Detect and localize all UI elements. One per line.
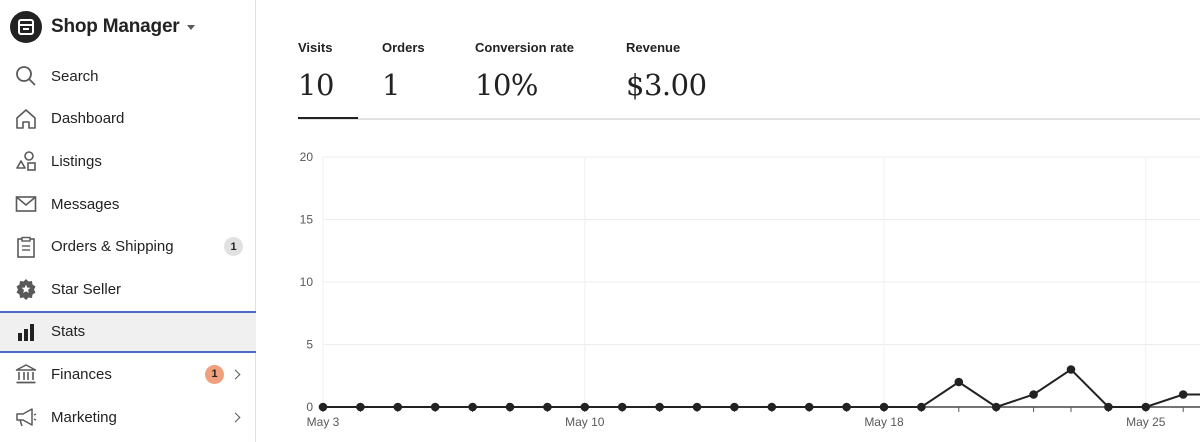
sidebar-item-label: Marketing [51,408,117,426]
data-point[interactable] [430,402,440,412]
visits-series-line [323,368,1200,409]
megaphone-icon [14,405,38,429]
caret-down-icon [186,24,195,30]
kpi-visits[interactable]: Visits 10 [298,40,358,119]
sidebar-item-star-seller[interactable]: Star Seller [0,268,256,311]
sidebar-item-label: Stats [51,323,86,341]
kpi-label: Visits [298,40,333,55]
sidebar-item-listings[interactable]: Listings [0,140,256,183]
shop-manager-menu[interactable]: Shop Manager [10,10,195,44]
sidebar: Shop Manager Search Dashboard Listings [0,0,256,442]
shop-manager-title: Shop Manager [51,16,180,37]
bar-chart-icon [14,320,38,344]
data-point[interactable] [1029,390,1038,399]
sidebar-item-label: Orders & Shipping [51,238,174,256]
data-point[interactable] [1066,365,1076,374]
y-tick-label: 15 [300,213,314,227]
chevron-right-icon [230,412,241,422]
sidebar-item-stats[interactable]: Stats [0,310,256,354]
data-point[interactable] [543,402,552,412]
data-point[interactable] [468,402,477,412]
y-tick-label: 5 [306,338,313,352]
kpi-tabs: Visits 10 Orders 1 Conversion rate 10% R… [298,40,1200,120]
y-tick-label: 0 [306,400,313,414]
data-point[interactable] [879,402,889,412]
kpi-label: Orders [382,40,425,55]
search-icon [14,64,38,88]
kpi-value: 10 [298,68,334,102]
sidebar-item-label: Search [51,67,99,85]
kpi-value: 1 [382,68,400,102]
sidebar-item-messages[interactable]: Messages [0,183,256,226]
data-point[interactable] [318,402,328,412]
stats-main: Visits 10 Orders 1 Conversion rate 10% R… [256,0,1200,442]
home-icon [14,107,38,131]
sidebar-item-orders-shipping[interactable]: Orders & Shipping 1 [0,225,256,268]
data-point[interactable] [991,402,1001,412]
x-tick-label: May 10 [565,415,605,429]
data-point[interactable] [954,377,964,387]
sidebar-item-search[interactable]: Search [0,55,256,98]
data-point[interactable] [1141,402,1151,412]
data-point[interactable] [655,402,664,412]
data-point[interactable] [842,402,851,412]
kpi-value: $3.00 [626,68,707,102]
sidebar-item-label: Messages [51,195,120,213]
kpi-conversion-rate[interactable]: Conversion rate 10% [475,40,574,102]
data-point[interactable] [393,402,403,412]
finances-count-badge: 1 [205,364,224,384]
x-tick-label: May 3 [307,415,340,429]
kpi-label: Conversion rate [475,40,574,55]
data-point[interactable] [1104,402,1113,412]
kpi-label: Revenue [626,40,681,55]
data-point[interactable] [730,402,739,412]
x-tick-label: May 25 [1126,415,1166,429]
bank-icon [14,362,38,386]
sidebar-item-dashboard[interactable]: Dashboard [0,98,256,141]
kpi-revenue[interactable]: Revenue $3.00 [626,40,707,102]
data-point[interactable] [917,402,926,412]
y-tick-label: 20 [300,150,314,164]
sidebar-item-marketing[interactable]: Marketing [0,396,256,439]
star-badge-icon [14,277,38,301]
sidebar-item-label: Star Seller [51,280,122,298]
kpi-value: 10% [475,68,538,102]
orders-count-badge: 1 [224,237,243,257]
sidebar-nav: Search Dashboard Listings Messages Order… [0,55,256,438]
data-point[interactable] [692,402,702,412]
data-point[interactable] [617,402,627,412]
chevron-right-icon [230,369,241,380]
data-point[interactable] [580,402,590,412]
data-point[interactable] [804,402,814,412]
shapes-icon [14,149,38,173]
sidebar-item-label: Finances [51,365,112,383]
data-point[interactable] [356,402,365,412]
envelope-icon [14,192,38,216]
visits-line-chart: 0 5 10 15 20 May 3 May 10 May 18 May 25 [300,150,1200,429]
x-tick-label: May 18 [864,415,904,429]
data-point[interactable] [767,402,777,412]
y-tick-label: 10 [300,275,314,289]
data-point[interactable] [1178,390,1188,399]
sidebar-item-label: Dashboard [51,110,125,128]
sidebar-item-finances[interactable]: Finances 1 [0,353,256,396]
kpi-selected-underline [298,117,358,119]
kpi-orders[interactable]: Orders 1 [382,40,425,102]
sidebar-item-label: Listings [51,152,102,170]
clipboard-icon [14,235,38,259]
data-point[interactable] [505,402,515,412]
shop-logo-icon [10,11,42,43]
